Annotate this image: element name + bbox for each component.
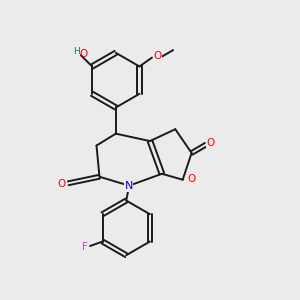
- Text: O: O: [187, 174, 195, 184]
- Text: O: O: [153, 51, 161, 62]
- Text: O: O: [79, 49, 87, 59]
- Text: O: O: [207, 138, 215, 148]
- Text: H: H: [74, 47, 80, 56]
- Text: O: O: [58, 179, 66, 189]
- Text: N: N: [124, 181, 133, 191]
- Text: F: F: [82, 242, 88, 252]
